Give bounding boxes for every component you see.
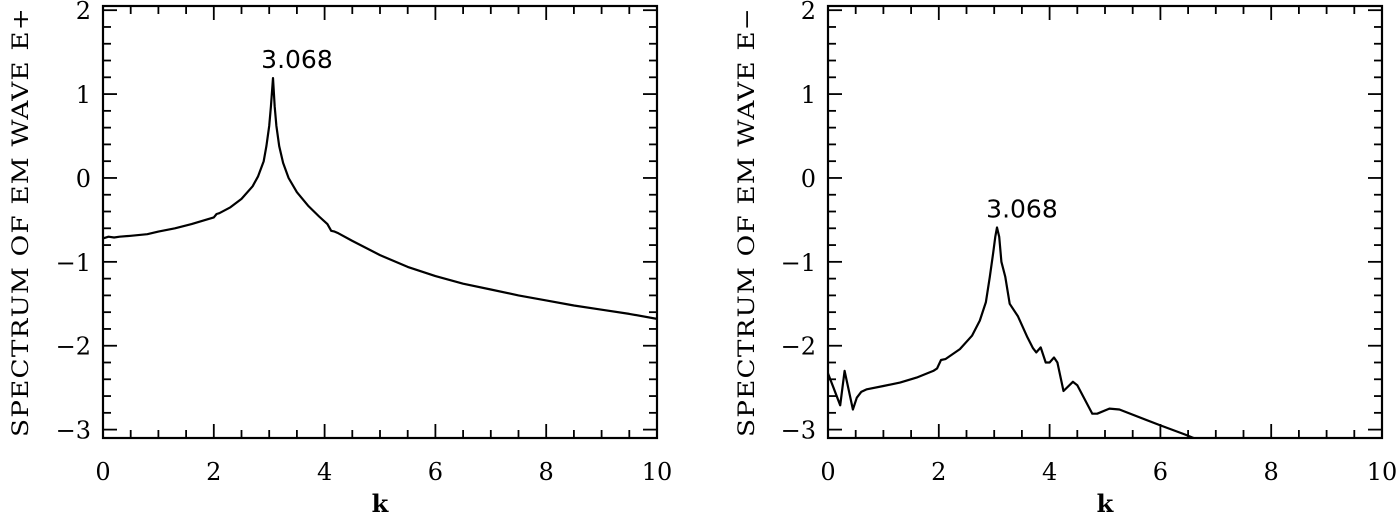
- y-tick-label: 2: [801, 0, 816, 25]
- x-tick-label: 10: [1367, 458, 1398, 486]
- x-tick-label: 8: [539, 458, 554, 486]
- y-tick-label: 1: [801, 81, 816, 109]
- plot-e-minus: 0 2 4 6 8 10 −3 −2 −1 0 1 2 k SPECTRUM OF EM WAVE E− 3…: [735, 0, 1397, 518]
- spectrum-curve: [103, 77, 657, 320]
- y-tick-label: −3: [781, 417, 816, 445]
- y-tick-label: −1: [56, 249, 91, 277]
- y-tick-label: 0: [801, 165, 816, 193]
- x-tick-label: 0: [95, 458, 110, 486]
- y-tick-label: −3: [56, 417, 91, 445]
- x-axis-label: k: [1097, 489, 1115, 518]
- x-tick-label: 4: [1042, 458, 1057, 486]
- y-axis-label: SPECTRUM OF EM WAVE E−: [735, 7, 760, 437]
- x-axis-label: k: [372, 489, 390, 518]
- peak-annotation: 3.068: [261, 45, 333, 74]
- x-tick-label: 6: [428, 458, 443, 486]
- spectrum-curve: [828, 226, 1195, 438]
- y-tick-label: −2: [56, 333, 91, 361]
- y-axis-label: SPECTRUM OF EM WAVE E+: [9, 7, 34, 437]
- x-tick-label: 2: [206, 458, 221, 486]
- x-tick-label: 2: [931, 458, 946, 486]
- x-tick-label: 4: [317, 458, 332, 486]
- y-tick-label: 0: [76, 165, 91, 193]
- peak-annotation: 3.068: [986, 194, 1058, 223]
- x-tick-label: 0: [820, 458, 835, 486]
- plot-frame: [101, 4, 659, 440]
- y-tick-label: 2: [76, 0, 91, 25]
- y-tick-label: −2: [781, 333, 816, 361]
- x-tick-label: 8: [1264, 458, 1279, 486]
- x-tick-label: 10: [642, 458, 673, 486]
- plot-e-plus: 0 2 4 6 8 10 −3 −2 −1 0 1 2 k SPECTRUM OF EM WAVE E+ 3…: [9, 0, 672, 518]
- x-tick-label: 6: [1153, 458, 1168, 486]
- y-tick-label: −1: [781, 249, 816, 277]
- y-tick-label: 1: [76, 81, 91, 109]
- plot-frame: [826, 4, 1384, 440]
